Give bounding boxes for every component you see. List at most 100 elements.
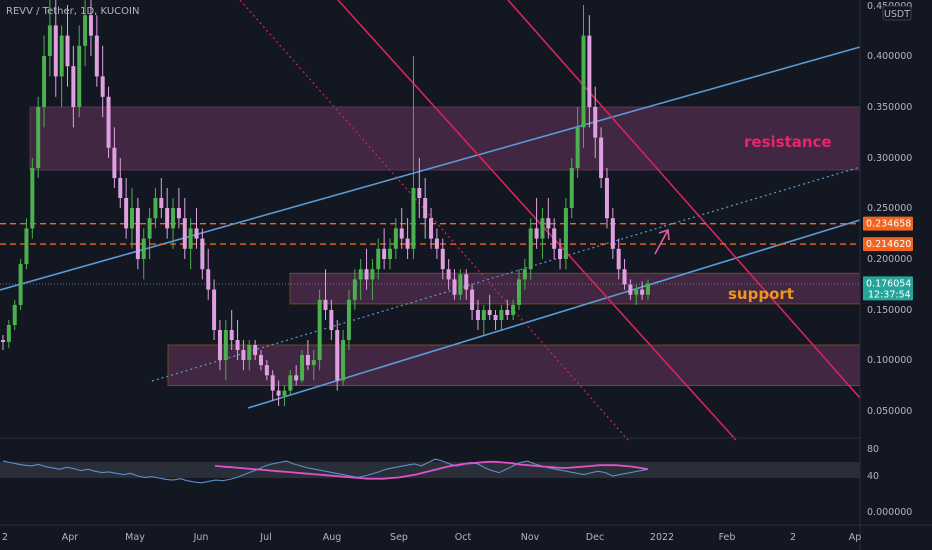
time-tick-label: Dec — [586, 532, 604, 543]
candle-body — [229, 330, 234, 340]
price-label-countdown: 12:37:54 — [868, 289, 911, 300]
candle-body — [159, 198, 164, 208]
candle-body — [235, 340, 240, 350]
candle-body — [352, 279, 357, 300]
time-tick-label: Feb — [719, 532, 736, 543]
candle-body — [405, 238, 410, 249]
candle-body — [194, 228, 199, 239]
candle-body — [294, 375, 299, 381]
candle-body — [452, 279, 457, 295]
candle-body — [364, 269, 369, 280]
candle-body — [118, 178, 123, 198]
candle-body — [282, 390, 287, 396]
resistance-label: resistance — [744, 133, 832, 151]
candle-body — [534, 228, 539, 239]
candle-body — [24, 228, 29, 265]
candle-body — [253, 345, 258, 355]
candle-body — [323, 299, 328, 310]
candle-body — [176, 208, 181, 219]
candle-body — [493, 315, 498, 320]
candle-body — [634, 289, 639, 295]
time-axis[interactable]: 2 Apr May Jun Jul Aug Sep Oct Nov Dec 2022 Feb 2 Ap — [2, 532, 861, 543]
candle-body — [42, 56, 47, 107]
candle-body — [622, 269, 627, 285]
candle-body — [77, 45, 82, 107]
candle-body — [276, 390, 281, 396]
time-tick-label: Apr — [62, 532, 79, 543]
candle-body — [106, 96, 111, 148]
price-tick-label: 0.150000 — [867, 305, 912, 316]
candle-body — [511, 304, 516, 315]
price-tick-label: 0.350000 — [867, 102, 912, 113]
candle-body — [135, 208, 140, 259]
candle-body — [569, 168, 574, 208]
time-tick-label: 2022 — [650, 532, 674, 543]
candle-body — [30, 168, 35, 229]
candle-body — [141, 238, 146, 259]
support-label: support — [728, 285, 794, 303]
time-tick-label: Jun — [193, 532, 209, 543]
candle-body — [440, 248, 445, 270]
candle-body — [434, 238, 439, 249]
candle-body — [264, 365, 269, 376]
rsi-band — [0, 462, 860, 478]
candle-body — [12, 304, 17, 325]
price-label-value: 0.214620 — [866, 239, 911, 250]
candle-body — [206, 269, 211, 290]
time-tick-label: 2 — [790, 532, 796, 543]
candle-body — [147, 218, 152, 239]
candle-body — [6, 325, 11, 342]
candle-body — [335, 330, 340, 381]
candle-body — [65, 35, 70, 67]
candle-body — [481, 310, 486, 320]
candle-body — [587, 35, 592, 107]
candle-body — [628, 284, 633, 295]
candle-body — [552, 228, 557, 249]
chart-title: REVV / Tether, 1D, KUCOIN — [6, 6, 139, 17]
candle-body — [305, 355, 310, 366]
candle-body — [241, 350, 246, 360]
candle-body — [417, 188, 422, 198]
rsi-ma-line — [214, 460, 649, 480]
price-tick-label: 0.200000 — [867, 254, 912, 265]
down-channel-line-2 — [507, 0, 861, 399]
channel-mid-line — [151, 166, 861, 382]
candle-body — [47, 25, 52, 56]
candle-body — [217, 330, 222, 360]
candle-body — [487, 310, 492, 315]
candle-body — [329, 310, 334, 330]
candle-body — [18, 264, 23, 305]
channel-bottom-line — [247, 219, 861, 409]
candle-body — [517, 279, 521, 305]
candle-body — [259, 355, 263, 366]
candle-body — [382, 248, 387, 259]
candle-body — [36, 107, 41, 168]
candle-body — [212, 289, 217, 330]
candle-body — [182, 218, 187, 249]
candle-body — [563, 208, 568, 259]
time-tick-label: Sep — [390, 532, 408, 543]
candle-body — [94, 35, 99, 77]
candle-body — [640, 289, 645, 295]
currency-label: USDT — [884, 9, 910, 20]
candle-body — [124, 198, 129, 229]
candle-body — [616, 248, 621, 270]
candle-body — [376, 248, 381, 270]
rsi-tick-label: 40 — [867, 471, 879, 482]
candle-body — [223, 330, 228, 360]
candle-body — [270, 375, 275, 391]
price-label-value: 0.234658 — [866, 219, 911, 230]
candles-layer — [1, 0, 650, 406]
candle-body — [1, 340, 5, 342]
time-tick-label: May — [125, 532, 145, 543]
candle-body — [475, 310, 480, 320]
price-tick-label: 0.400000 — [867, 51, 912, 62]
currency-badge[interactable] — [882, 5, 912, 21]
rsi-axis: 80 40 0.000000 — [867, 444, 912, 518]
candle-body — [546, 218, 551, 229]
candle-body — [599, 137, 604, 178]
candle-body — [358, 269, 363, 280]
time-tick-label: Nov — [521, 532, 540, 543]
